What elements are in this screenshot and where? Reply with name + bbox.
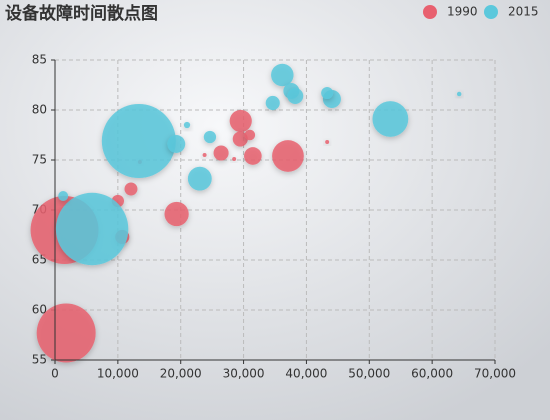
bubble (202, 153, 207, 157)
legend: 1990 2015 (423, 5, 539, 19)
x-tick-label: 40,000 (285, 367, 327, 381)
bubble (271, 63, 294, 87)
bubble (183, 121, 191, 129)
x-tick-label: 70,000 (474, 367, 516, 381)
chart-title: 设备故障时间散点图 (5, 3, 158, 24)
x-tick-label: 30,000 (223, 367, 265, 381)
x-tick-label: 20,000 (160, 367, 202, 381)
x-tick-label: 60,000 (411, 367, 453, 381)
bubble (287, 88, 304, 104)
bubble (36, 303, 96, 363)
x-tick-label: 0 (51, 367, 59, 381)
bubble (265, 95, 280, 111)
legend-label: 2015 (508, 5, 539, 19)
plot (30, 63, 462, 363)
legend-marker (484, 5, 498, 19)
bubble (456, 91, 462, 97)
bubble (229, 109, 252, 133)
bubble (203, 130, 217, 144)
bubble (325, 140, 330, 144)
legend-label: 1990 (447, 5, 478, 19)
bubble (272, 140, 304, 172)
bubble (167, 135, 186, 153)
bubble (164, 201, 189, 227)
y-tick-label: 75 (32, 153, 47, 167)
bubble (55, 192, 129, 266)
bubble (232, 157, 237, 161)
bubble (244, 129, 256, 141)
y-tick-label: 60 (32, 303, 47, 317)
y-tick-label: 80 (32, 103, 47, 117)
bubble (124, 182, 138, 196)
legend-marker (423, 5, 437, 19)
bubble (372, 101, 409, 137)
bubble (58, 191, 69, 201)
bubble (244, 147, 262, 165)
bubble (187, 166, 212, 191)
x-tick-label: 10,000 (97, 367, 139, 381)
bubble (232, 131, 248, 147)
x-tick-label: 50,000 (348, 367, 390, 381)
bubble (101, 103, 176, 179)
y-tick-label: 55 (32, 353, 47, 367)
y-tick-label: 85 (32, 53, 47, 67)
bubble (213, 145, 229, 161)
bubble (321, 87, 334, 99)
